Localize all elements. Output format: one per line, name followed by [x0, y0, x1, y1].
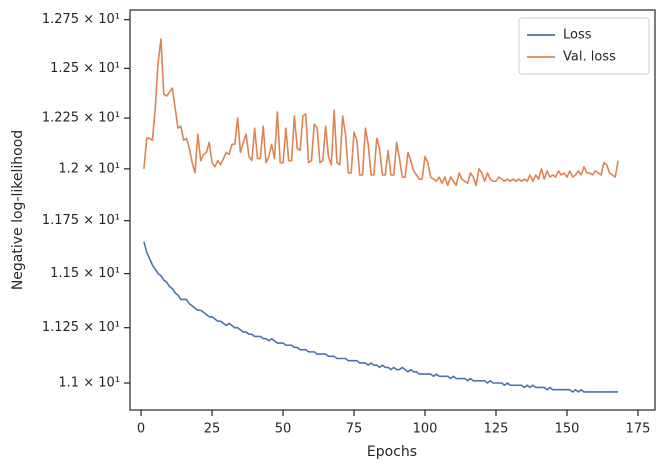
x-tick-label: 175	[626, 422, 651, 437]
x-tick-label: 125	[484, 422, 509, 437]
legend-label: Loss	[563, 28, 592, 43]
y-tick-label: 1.2 × 10¹	[58, 161, 120, 176]
y-tick-label: 1.125 × 10¹	[42, 320, 120, 335]
x-tick-label: 0	[137, 422, 145, 437]
x-tick-label: 150	[555, 422, 580, 437]
legend-label: Val. loss	[563, 50, 616, 65]
x-tick-label: 75	[346, 422, 363, 437]
plot-frame	[129, 9, 656, 411]
x-tick-label: 100	[413, 422, 438, 437]
line-series	[143, 241, 619, 393]
x-tick-label: 25	[204, 422, 221, 437]
line-series	[143, 38, 619, 187]
x-tick-label: 50	[275, 422, 292, 437]
legend-box	[518, 17, 650, 75]
x-axis-label: Epochs	[367, 444, 417, 460]
y-tick-label: 1.275 × 10¹	[42, 12, 120, 27]
y-tick-label: 1.15 × 10¹	[50, 266, 120, 281]
y-tick-label: 1.25 × 10¹	[50, 61, 120, 76]
y-tick-label: 1.1 × 10¹	[58, 376, 120, 391]
y-tick-label: 1.175 × 10¹	[42, 213, 120, 228]
y-tick-label: 1.225 × 10¹	[42, 111, 120, 126]
y-axis-label: Negative log-likelihood	[10, 130, 26, 290]
